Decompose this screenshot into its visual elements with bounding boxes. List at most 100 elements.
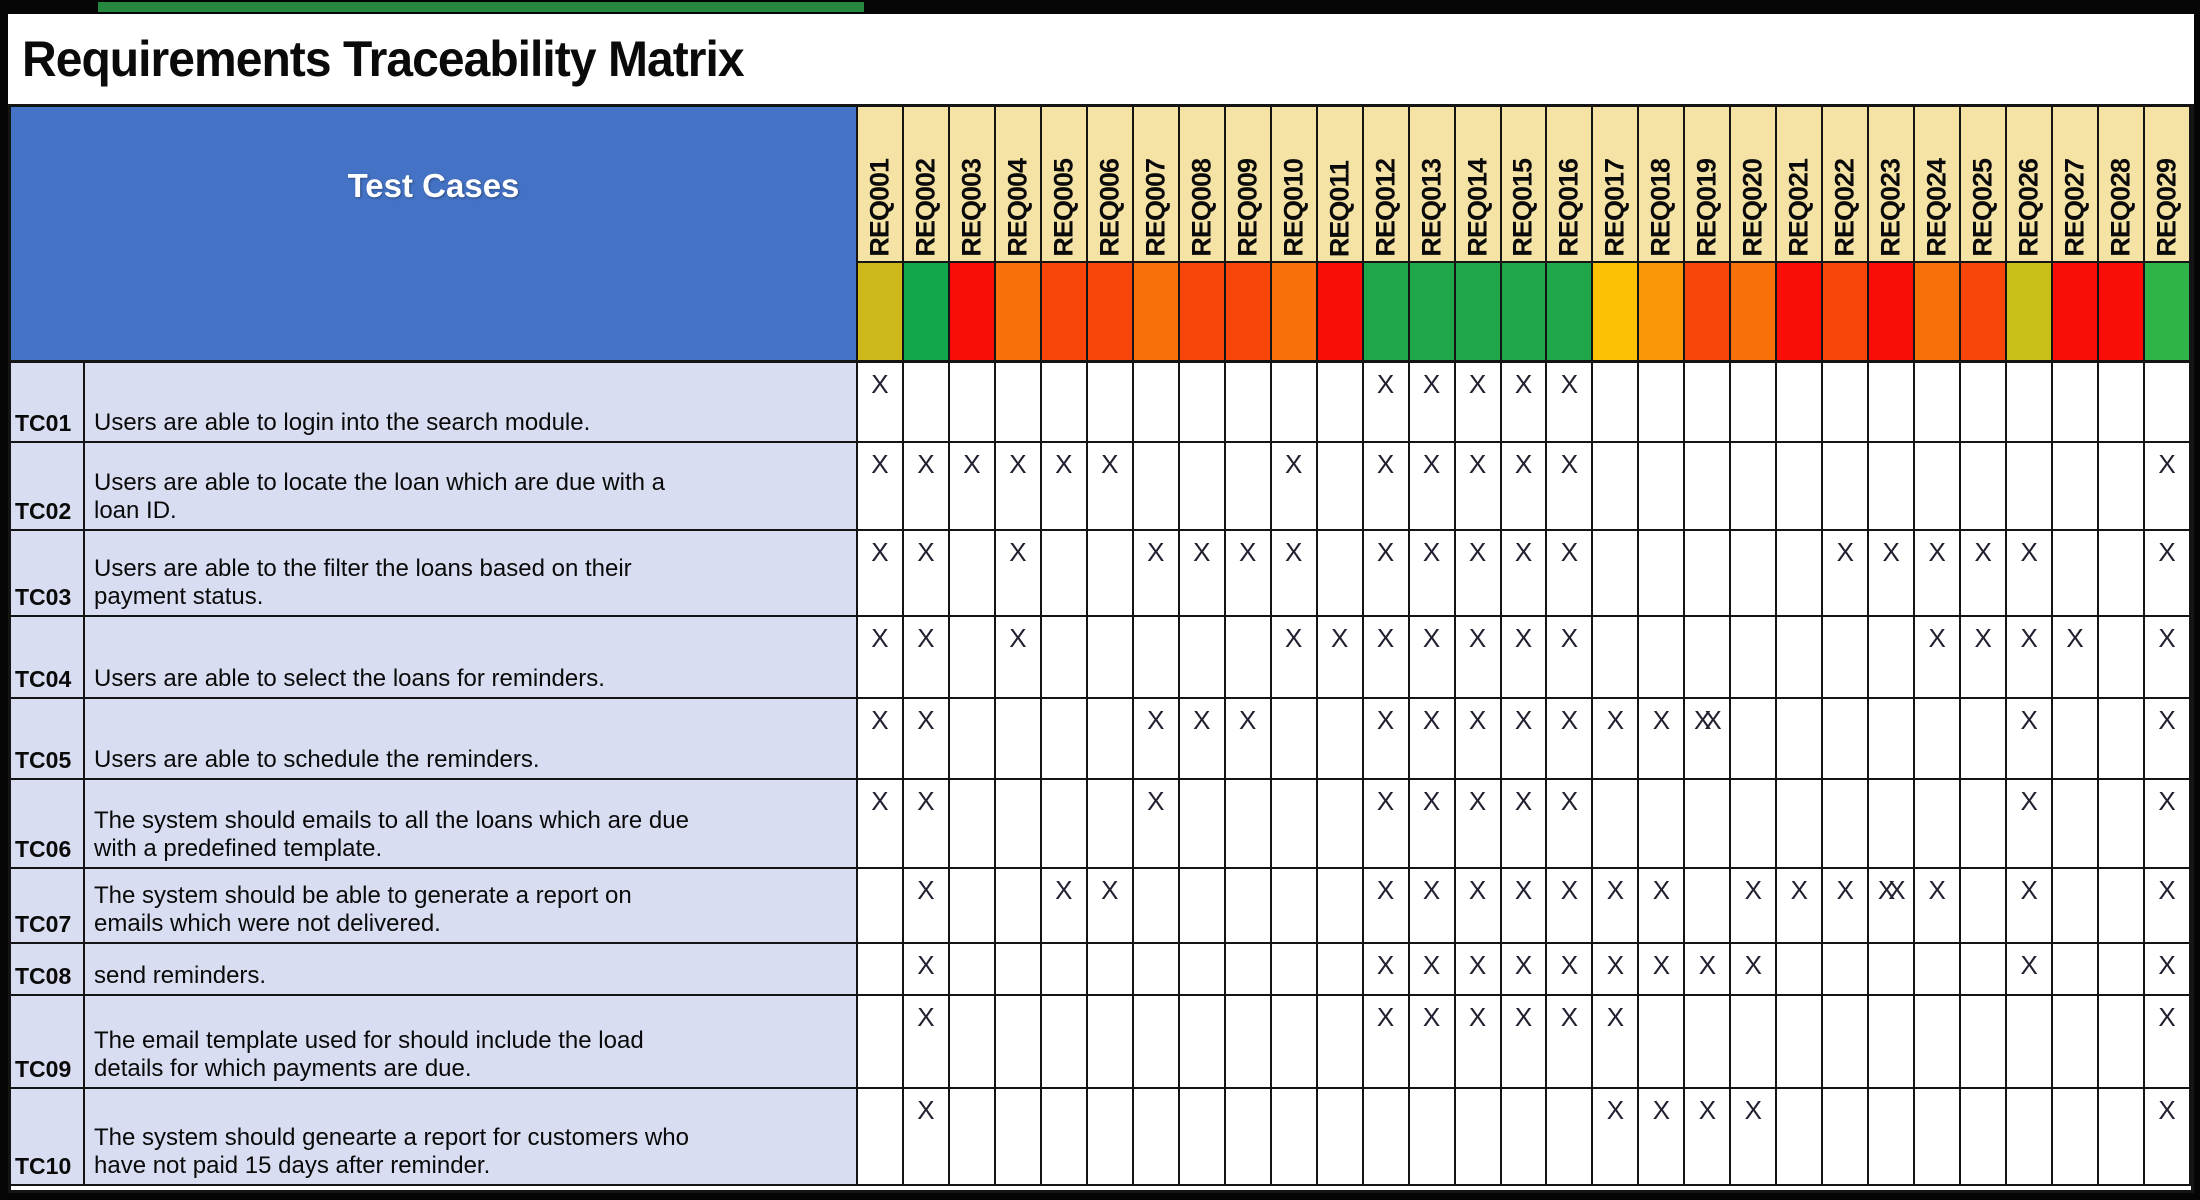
mark-tc06-req015[interactable]: X xyxy=(1501,780,1548,869)
mark-tc10-req028[interactable] xyxy=(2099,1089,2146,1186)
mark-tc09-req016[interactable]: X xyxy=(1547,996,1594,1089)
mark-tc02-req024[interactable] xyxy=(1915,443,1962,531)
mark-tc02-req022[interactable] xyxy=(1823,443,1870,531)
mark-tc08-req004[interactable] xyxy=(995,944,1042,996)
req-header-req003[interactable]: REQ003 xyxy=(949,107,996,263)
mark-tc08-req026[interactable]: X xyxy=(2007,944,2054,996)
mark-tc02-req015[interactable]: X xyxy=(1501,443,1548,531)
mark-tc01-req009[interactable] xyxy=(1225,363,1272,443)
mark-tc04-req020[interactable] xyxy=(1731,617,1778,699)
req-header-req021[interactable]: REQ021 xyxy=(1777,107,1824,263)
mark-tc01-req029[interactable] xyxy=(2145,363,2191,443)
mark-tc09-req018[interactable] xyxy=(1639,996,1686,1089)
mark-tc02-req021[interactable] xyxy=(1777,443,1824,531)
mark-tc04-req004[interactable]: X xyxy=(995,617,1042,699)
mark-tc05-req010[interactable] xyxy=(1271,699,1318,780)
mark-tc10-req011[interactable] xyxy=(1317,1089,1364,1186)
mark-tc04-req013[interactable]: X xyxy=(1409,617,1456,699)
mark-tc07-req019[interactable] xyxy=(1685,869,1732,944)
mark-tc03-req015[interactable]: X xyxy=(1501,531,1548,617)
mark-tc01-req015[interactable]: X xyxy=(1501,363,1548,443)
mark-tc09-req028[interactable] xyxy=(2099,996,2146,1089)
mark-tc03-req027[interactable] xyxy=(2053,531,2100,617)
mark-tc03-req013[interactable]: X xyxy=(1409,531,1456,617)
mark-tc03-req016[interactable]: X xyxy=(1547,531,1594,617)
status-cell-req011[interactable] xyxy=(1317,263,1364,363)
req-header-req018[interactable]: REQ018 xyxy=(1639,107,1686,263)
mark-tc06-req014[interactable]: X xyxy=(1455,780,1502,869)
mark-tc09-req020[interactable] xyxy=(1731,996,1778,1089)
mark-tc02-req001[interactable]: X xyxy=(858,443,904,531)
mark-tc10-req006[interactable] xyxy=(1087,1089,1134,1186)
mark-tc09-req011[interactable] xyxy=(1317,996,1364,1089)
mark-tc06-req023[interactable] xyxy=(1869,780,1916,869)
mark-tc10-req015[interactable] xyxy=(1501,1089,1548,1186)
mark-tc09-req025[interactable] xyxy=(1961,996,2008,1089)
mark-tc01-req014[interactable]: X xyxy=(1455,363,1502,443)
mark-tc03-req021[interactable] xyxy=(1777,531,1824,617)
mark-tc05-req007[interactable]: X xyxy=(1133,699,1180,780)
mark-tc01-req018[interactable] xyxy=(1639,363,1686,443)
mark-tc07-req028[interactable] xyxy=(2099,869,2146,944)
row-description-tc09[interactable]: The email template used for should inclu… xyxy=(85,996,858,1089)
mark-tc10-req017[interactable]: X xyxy=(1593,1089,1640,1186)
req-header-req025[interactable]: REQ025 xyxy=(1961,107,2008,263)
mark-tc10-req026[interactable] xyxy=(2007,1089,2054,1186)
mark-tc05-req016[interactable]: X xyxy=(1547,699,1594,780)
mark-tc04-req028[interactable] xyxy=(2099,617,2146,699)
mark-tc08-req010[interactable] xyxy=(1271,944,1318,996)
mark-tc01-req013[interactable]: X xyxy=(1409,363,1456,443)
mark-tc10-req004[interactable] xyxy=(995,1089,1042,1186)
mark-tc06-req007[interactable]: X xyxy=(1133,780,1180,869)
req-header-req024[interactable]: REQ024 xyxy=(1915,107,1962,263)
mark-tc01-req025[interactable] xyxy=(1961,363,2008,443)
mark-tc07-req013[interactable]: X xyxy=(1409,869,1456,944)
mark-tc06-req024[interactable] xyxy=(1915,780,1962,869)
mark-tc01-req021[interactable] xyxy=(1777,363,1824,443)
mark-tc01-req001[interactable]: X xyxy=(858,363,904,443)
mark-tc09-req001[interactable] xyxy=(858,996,904,1089)
req-header-req020[interactable]: REQ020 xyxy=(1731,107,1778,263)
mark-tc01-req020[interactable] xyxy=(1731,363,1778,443)
mark-tc05-req015[interactable]: X xyxy=(1501,699,1548,780)
mark-tc05-req025[interactable] xyxy=(1961,699,2008,780)
mark-tc09-req017[interactable]: X xyxy=(1593,996,1640,1089)
mark-tc04-req029[interactable]: X xyxy=(2145,617,2191,699)
mark-tc08-req029[interactable]: X xyxy=(2145,944,2191,996)
mark-tc02-req016[interactable]: X xyxy=(1547,443,1594,531)
mark-tc02-req026[interactable] xyxy=(2007,443,2054,531)
mark-tc10-req024[interactable] xyxy=(1915,1089,1962,1186)
mark-tc01-req023[interactable] xyxy=(1869,363,1916,443)
mark-tc03-req001[interactable]: X xyxy=(858,531,904,617)
row-description-tc04[interactable]: Users are able to select the loans for r… xyxy=(85,617,858,699)
mark-tc04-req015[interactable]: X xyxy=(1501,617,1548,699)
row-description-tc07[interactable]: The system should be able to generate a … xyxy=(85,869,858,944)
mark-tc02-req005[interactable]: X xyxy=(1041,443,1088,531)
req-header-req029[interactable]: REQ029 xyxy=(2145,107,2191,263)
mark-tc10-req007[interactable] xyxy=(1133,1089,1180,1186)
mark-tc08-req005[interactable] xyxy=(1041,944,1088,996)
mark-tc02-req027[interactable] xyxy=(2053,443,2100,531)
mark-tc01-req006[interactable] xyxy=(1087,363,1134,443)
mark-tc02-req010[interactable]: X xyxy=(1271,443,1318,531)
mark-tc09-req006[interactable] xyxy=(1087,996,1134,1089)
mark-tc05-req008[interactable]: X xyxy=(1179,699,1226,780)
status-cell-req001[interactable] xyxy=(858,263,904,363)
mark-tc07-req006[interactable]: X xyxy=(1087,869,1134,944)
mark-tc08-req019[interactable]: X xyxy=(1685,944,1732,996)
mark-tc09-req007[interactable] xyxy=(1133,996,1180,1089)
mark-tc07-req025[interactable] xyxy=(1961,869,2008,944)
mark-tc02-req014[interactable]: X xyxy=(1455,443,1502,531)
mark-tc08-req009[interactable] xyxy=(1225,944,1272,996)
mark-tc01-req012[interactable]: X xyxy=(1363,363,1410,443)
mark-tc07-req024[interactable]: X xyxy=(1915,869,1962,944)
mark-tc01-req002[interactable] xyxy=(903,363,950,443)
mark-tc10-req005[interactable] xyxy=(1041,1089,1088,1186)
mark-tc05-req019[interactable]: XX xyxy=(1685,699,1732,780)
status-cell-req019[interactable] xyxy=(1685,263,1732,363)
status-cell-req014[interactable] xyxy=(1455,263,1502,363)
status-cell-req006[interactable] xyxy=(1087,263,1134,363)
mark-tc06-req010[interactable] xyxy=(1271,780,1318,869)
mark-tc02-req007[interactable] xyxy=(1133,443,1180,531)
mark-tc04-req019[interactable] xyxy=(1685,617,1732,699)
